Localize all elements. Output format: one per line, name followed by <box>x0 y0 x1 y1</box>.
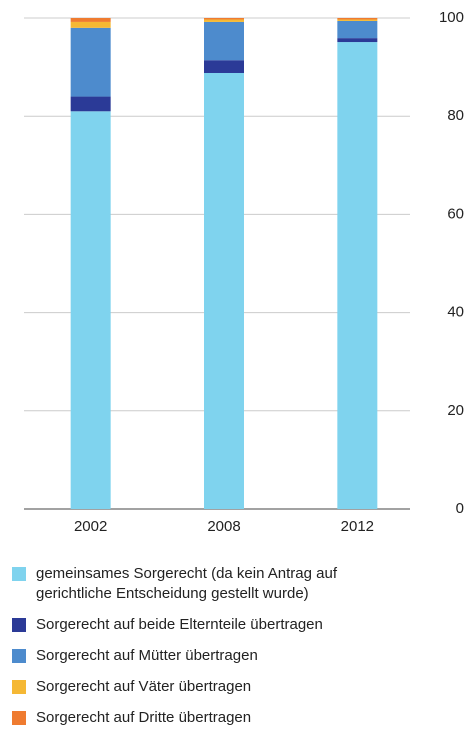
y-tick-label: 40 <box>447 304 464 321</box>
bar-segment <box>337 20 378 39</box>
bar-segment <box>70 96 111 112</box>
legend-item: Sorgerecht auf Väter übertragen <box>12 677 467 697</box>
y-tick-label: 60 <box>447 205 464 222</box>
legend-label: Sorgerecht auf Väter übertragen <box>36 678 252 695</box>
legend-swatch <box>12 711 26 725</box>
legend-label: Sorgerecht auf Dritte übertragen <box>36 709 252 726</box>
page: 0 20 40 60 80 100 2002 2008 2012 gemeinsames Sor… <box>12 8 467 726</box>
y-tick-label: 20 <box>447 402 464 419</box>
bar-segment <box>204 72 244 509</box>
x-tick-label: 2002 <box>74 518 107 535</box>
bar-segment <box>204 21 244 61</box>
x-tick-label: 2008 <box>207 518 240 535</box>
bar-segment <box>337 42 378 510</box>
legend-label: Sorgerecht auf Mütter übertragen <box>36 647 258 664</box>
legend-label: Sorgerecht auf beide Elternteile übertra… <box>36 616 323 633</box>
bar-segment <box>70 18 111 22</box>
chart: 0 20 40 60 80 100 2002 2008 2012 <box>24 9 464 535</box>
legend-item: gemeinsames Sorgerecht (da kein Antrag a… <box>12 564 467 604</box>
legend-swatch <box>12 618 26 632</box>
bar-segment <box>204 19 244 22</box>
bar-segment <box>204 18 244 20</box>
y-tick-label: 100 <box>439 9 464 26</box>
bar-segment <box>70 21 111 28</box>
x-tick-label: 2012 <box>341 518 374 535</box>
y-tick-label: 0 <box>456 500 464 517</box>
bar-segment <box>70 111 111 509</box>
legend-swatch <box>12 649 26 663</box>
bar-segment <box>337 19 378 21</box>
legend-item: Sorgerecht auf Mütter übertragen <box>12 646 467 666</box>
legend-swatch <box>12 680 26 694</box>
bar-segment <box>337 38 378 43</box>
bar-segment <box>204 60 244 73</box>
legend-swatch <box>12 567 26 581</box>
legend-label: gemeinsames Sorgerecht (da kein Antrag a… <box>36 565 338 602</box>
legend-item: Sorgerecht auf Dritte übertragen <box>12 708 467 728</box>
y-tick-label: 80 <box>447 107 464 124</box>
bar-segment <box>337 18 378 20</box>
bar-segment <box>70 27 111 97</box>
legend-item: Sorgerecht auf beide Elternteile übertra… <box>12 615 467 635</box>
